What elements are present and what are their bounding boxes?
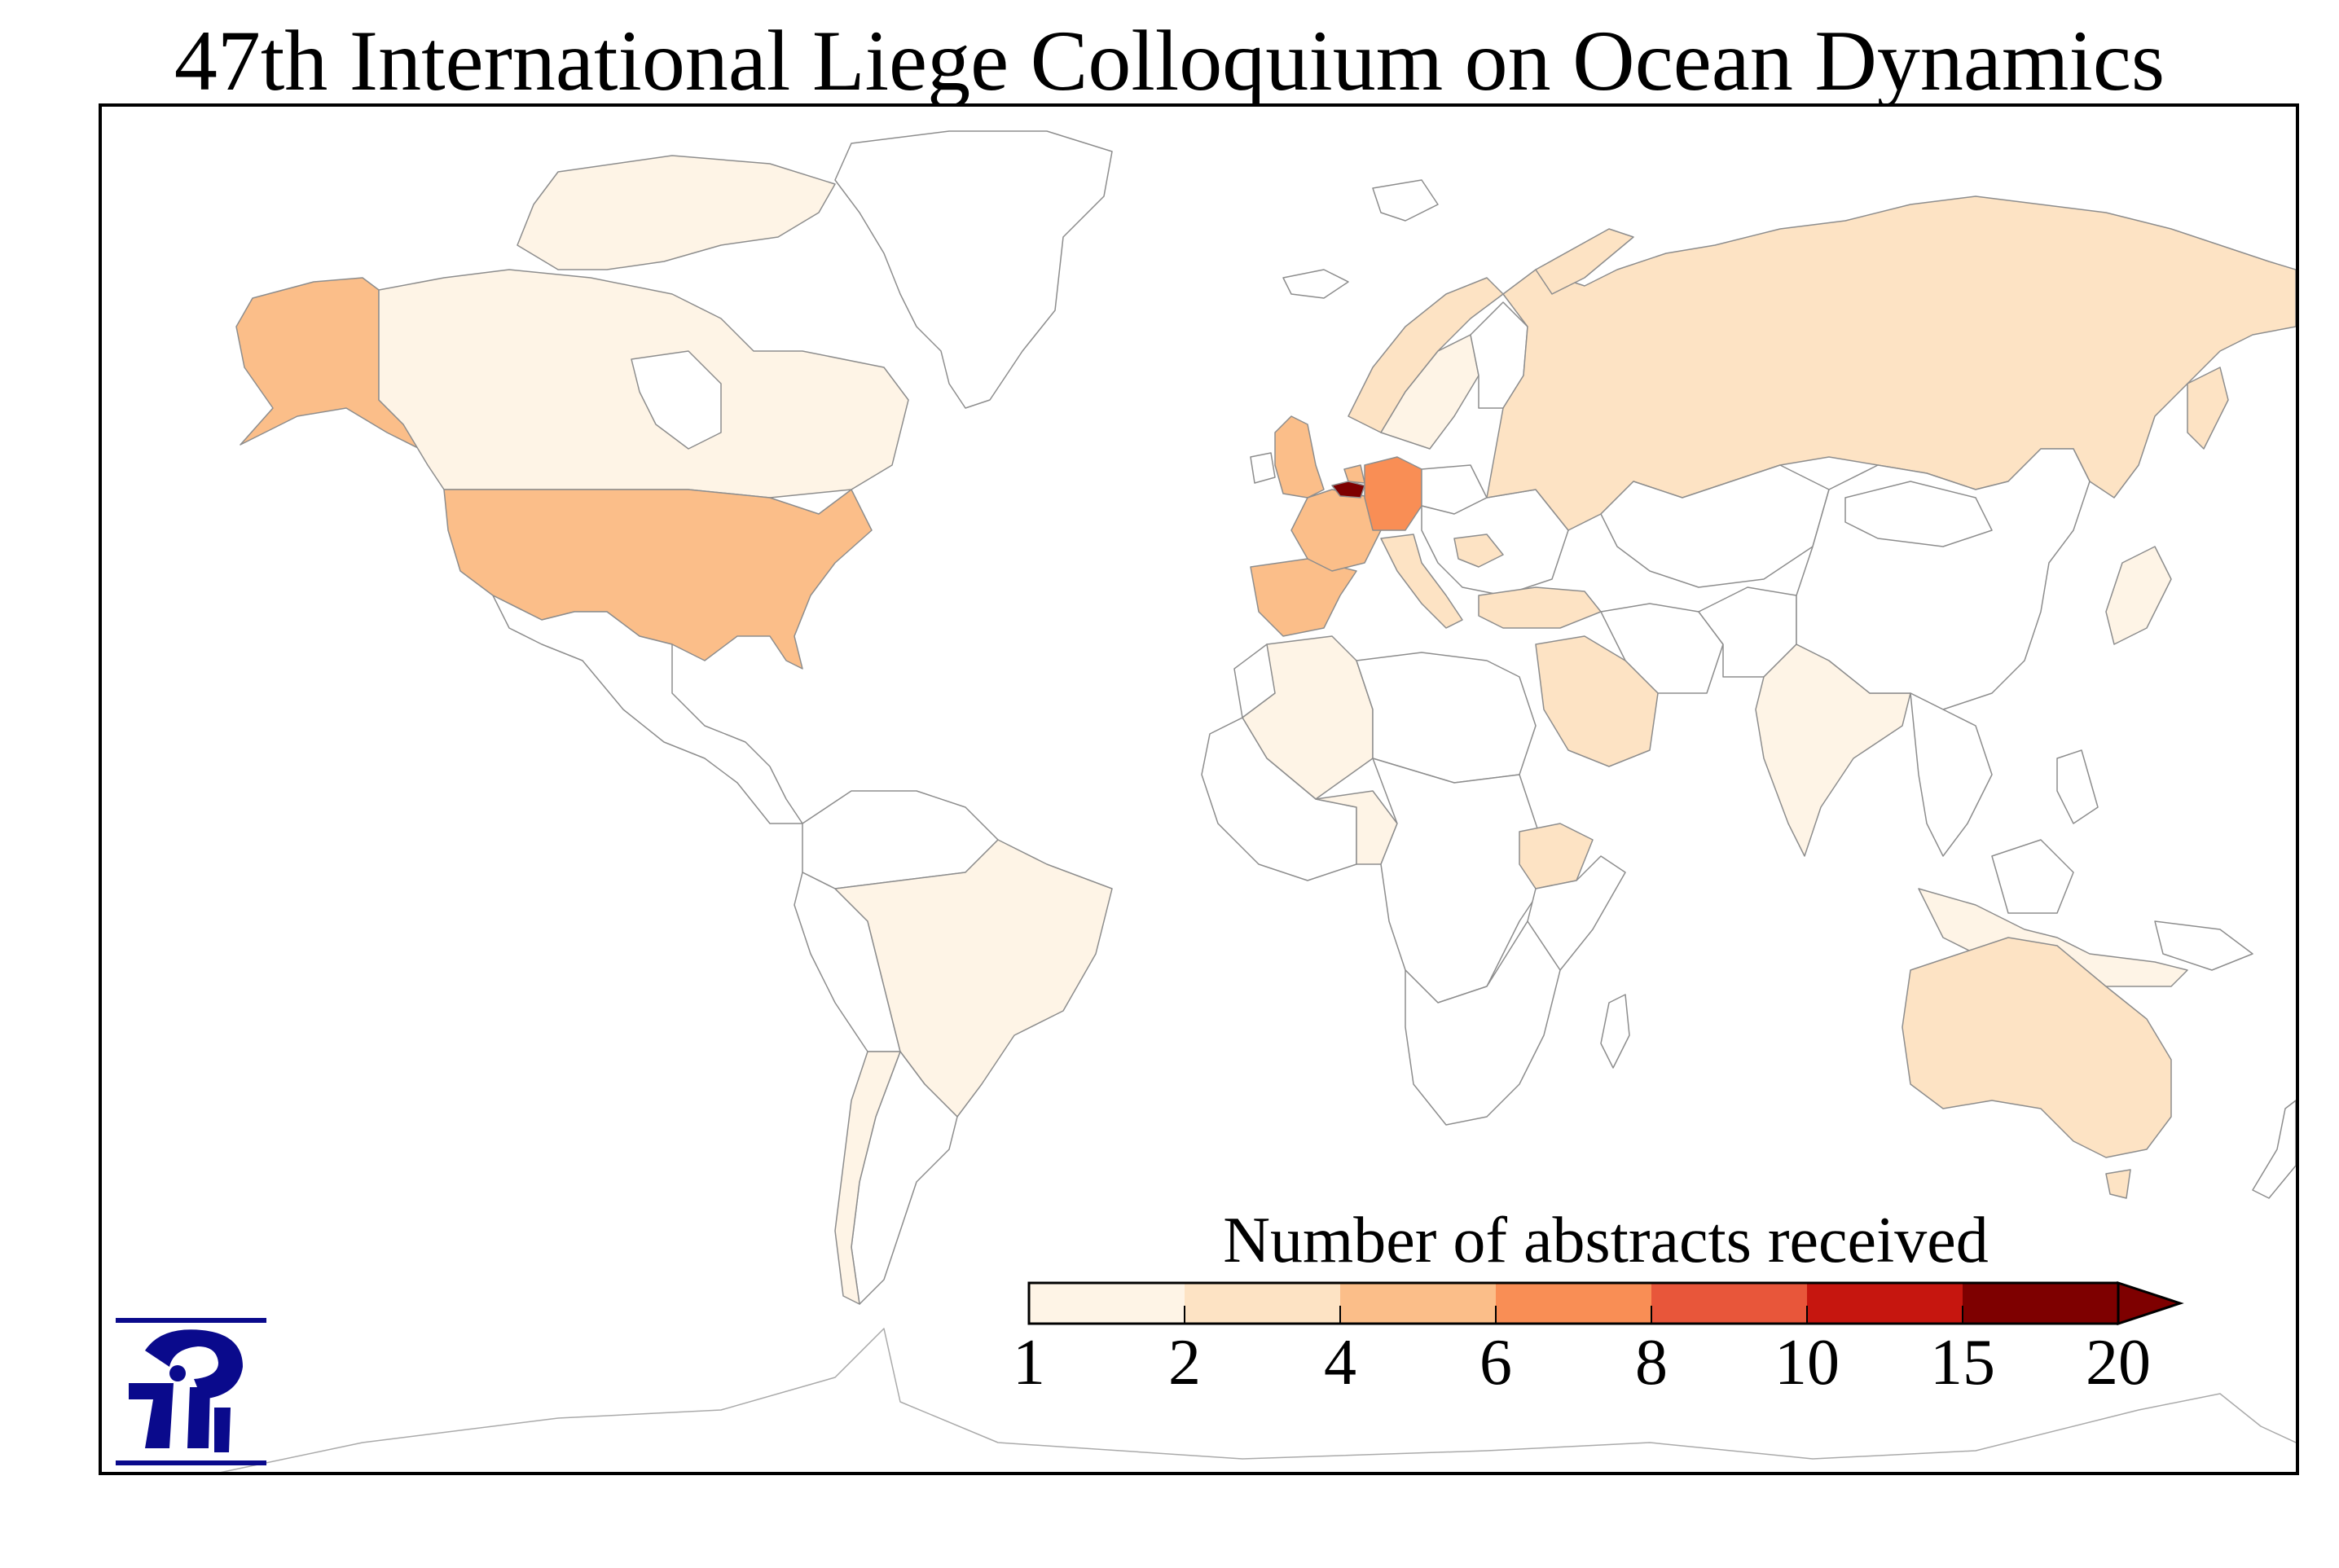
country-canada-islands[interactable]: [517, 155, 836, 270]
antarctica-outline: [220, 1328, 2296, 1472]
country-brazil[interactable]: [834, 839, 1113, 1118]
country-italy[interactable]: [1380, 534, 1463, 629]
swatch-4-6: [1340, 1283, 1496, 1324]
colorbar-tick: 15: [1930, 1327, 1995, 1399]
colorbar-tick: 2: [1168, 1327, 1201, 1399]
colorbar-outline: [1027, 1281, 2118, 1325]
country-turkey[interactable]: [1478, 586, 1602, 629]
country-libya-egypt[interactable]: [1356, 652, 1537, 784]
country-borneo[interactable]: [1991, 839, 2074, 914]
swatch-15-20: [1963, 1283, 2118, 1324]
country-alaska[interactable]: [235, 277, 420, 450]
country-mexico[interactable]: [492, 595, 803, 824]
colorbar-tick: 6: [1479, 1327, 1512, 1399]
country-russia-kamchatka[interactable]: [2187, 367, 2229, 450]
country-netherlands[interactable]: [1343, 464, 1365, 484]
colorbar-tick: 4: [1324, 1327, 1356, 1399]
colorbar-tick: 1: [1013, 1327, 1045, 1399]
swatch-overflow-arrow: [2117, 1281, 2184, 1326]
country-svalbard[interactable]: [1372, 179, 1439, 222]
institute-logo: [116, 1318, 266, 1465]
colorbar-swatches: [1027, 1281, 2184, 1326]
colorbar-tick: 20: [2086, 1327, 2151, 1399]
country-new-zealand[interactable]: [2252, 1100, 2296, 1199]
country-uk[interactable]: [1274, 415, 1325, 499]
country-belgium[interactable]: [1331, 481, 1365, 499]
country-japan[interactable]: [2105, 546, 2172, 645]
swatch-2-4: [1185, 1283, 1340, 1324]
country-madagascar[interactable]: [1600, 994, 1630, 1069]
colorbar-title: Number of abstracts received: [1223, 1205, 1989, 1276]
country-algeria[interactable]: [1242, 635, 1374, 800]
swatch-8-10: [1651, 1283, 1807, 1324]
country-greenland[interactable]: [834, 130, 1113, 409]
country-saudi-arabia[interactable]: [1535, 635, 1659, 767]
country-germany[interactable]: [1364, 456, 1422, 531]
country-australia[interactable]: [1902, 937, 2172, 1158]
country-ireland[interactable]: [1250, 452, 1276, 484]
swatch-1-2: [1029, 1283, 1185, 1324]
map-frame: [99, 103, 2299, 1475]
country-southeast-asia[interactable]: [1910, 692, 1993, 857]
country-papua[interactable]: [2154, 920, 2253, 971]
country-iceland[interactable]: [1282, 269, 1349, 299]
country-chile[interactable]: [834, 1051, 901, 1305]
swatch-10-15: [1807, 1283, 1963, 1324]
country-spain[interactable]: [1250, 558, 1357, 637]
hudson-bay: [631, 350, 722, 450]
country-china[interactable]: [1796, 448, 2091, 710]
swatch-6-8: [1496, 1283, 1651, 1324]
world-map: [220, 130, 2296, 1472]
country-mongolia[interactable]: [1844, 481, 1993, 547]
country-philippines[interactable]: [2056, 749, 2099, 824]
country-eastern-europe[interactable]: [1421, 489, 1569, 596]
country-tasmania[interactable]: [2105, 1169, 2131, 1199]
country-southern-africa[interactable]: [1405, 920, 1561, 1126]
country-romania[interactable]: [1453, 534, 1504, 568]
colorbar-legend: Number of abstracts received 1 2 4 6 8 1…: [1013, 1204, 2184, 1399]
colorbar-dividers: [1184, 1283, 2119, 1324]
colorbar-tick: 10: [1774, 1327, 1840, 1399]
map-title: 47th International Liege Colloquium on O…: [174, 13, 2165, 108]
colorbar-tick: 8: [1635, 1327, 1668, 1399]
country-novaya-zemlya[interactable]: [1535, 228, 1634, 295]
